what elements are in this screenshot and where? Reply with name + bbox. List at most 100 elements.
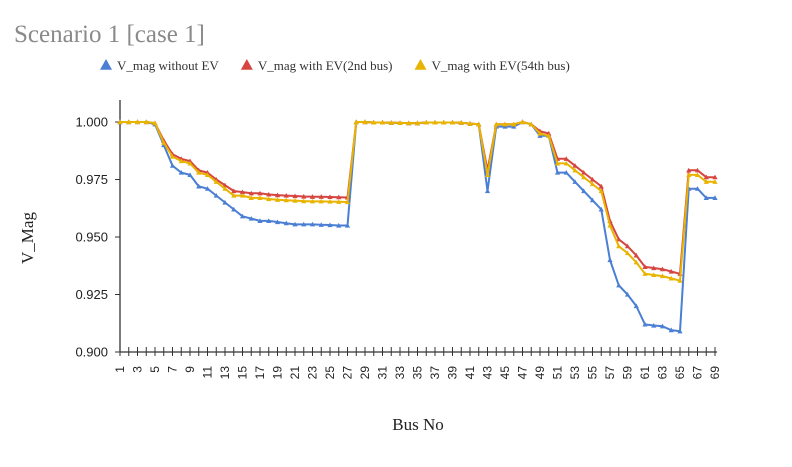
- data-point: [213, 179, 219, 184]
- data-point: [414, 120, 421, 126]
- data-point: [642, 264, 648, 269]
- data-point: [301, 221, 307, 227]
- legend-marker: [100, 59, 112, 70]
- x-tick-label: 3: [131, 366, 145, 373]
- series-line: [120, 121, 715, 282]
- data-point: [327, 222, 333, 228]
- data-point: [694, 167, 701, 173]
- x-tick-label: 31: [376, 366, 390, 380]
- data-point: [239, 213, 246, 219]
- x-tick-label: 41: [463, 366, 477, 380]
- data-point: [292, 198, 298, 203]
- data-point: [283, 193, 289, 198]
- data-point: [379, 119, 386, 125]
- data-point: [362, 119, 368, 125]
- data-point: [624, 291, 631, 297]
- data-point: [248, 195, 254, 200]
- legend-marker: [240, 59, 253, 70]
- data-point: [204, 186, 211, 191]
- data-point: [624, 243, 631, 249]
- data-point: [598, 188, 604, 194]
- legend-item: V_mag without EV: [100, 58, 219, 73]
- data-point: [572, 167, 578, 173]
- data-point: [169, 163, 176, 168]
- legend: V_mag without EV V_mag with EV(2nd bus) V_…: [100, 58, 570, 73]
- data-point: [318, 198, 324, 204]
- data-point: [169, 153, 176, 159]
- data-point: [301, 198, 307, 204]
- x-tick-label: 7: [166, 366, 180, 373]
- data-point: [633, 303, 639, 309]
- data-point: [616, 236, 622, 242]
- x-tick-label: 55: [586, 366, 600, 380]
- data-point: [117, 119, 123, 125]
- data-point: [581, 188, 587, 194]
- data-point: [344, 199, 351, 205]
- data-point: [598, 206, 604, 212]
- series-line: [120, 121, 715, 333]
- data-point: [668, 327, 674, 333]
- data-point: [152, 120, 158, 126]
- x-tick-label: 43: [481, 366, 495, 380]
- data-point: [336, 222, 342, 228]
- data-point: [651, 322, 657, 328]
- data-point: [458, 120, 464, 125]
- data-point: [554, 160, 561, 166]
- data-point: [563, 170, 569, 175]
- data-point: [222, 182, 228, 188]
- x-tick-label: 25: [323, 366, 337, 380]
- data-point: [677, 278, 683, 283]
- x-tick-label: 11: [201, 366, 215, 379]
- data-point: [607, 222, 613, 228]
- data-point: [493, 121, 499, 127]
- x-tick-label: 13: [218, 366, 232, 380]
- legend-label: V_mag with EV(54th bus): [432, 58, 570, 73]
- data-point: [686, 167, 692, 173]
- data-point: [423, 119, 429, 125]
- data-point: [712, 195, 718, 200]
- data-point: [266, 196, 272, 202]
- x-tick-label: 37: [428, 366, 442, 380]
- data-point: [712, 179, 718, 184]
- x-tick-label: 57: [603, 366, 617, 380]
- x-tick-label: 51: [551, 366, 565, 380]
- data-point: [554, 170, 561, 175]
- x-tick-label: 59: [621, 366, 635, 380]
- x-tick-label: 53: [568, 366, 582, 380]
- data-point: [528, 121, 534, 127]
- data-point: [178, 170, 184, 175]
- data-point: [196, 170, 202, 175]
- x-tick-label: 65: [673, 366, 687, 380]
- legend-marker: [414, 59, 427, 70]
- data-point: [318, 194, 324, 199]
- data-point: [196, 183, 202, 189]
- data-point: [257, 195, 263, 200]
- data-point: [432, 119, 438, 125]
- data-point: [327, 194, 333, 200]
- data-point: [703, 195, 709, 200]
- data-point: [642, 321, 648, 327]
- data-point: [143, 119, 149, 125]
- x-tick-label: 49: [533, 366, 547, 380]
- data-point: [222, 199, 228, 205]
- data-point: [406, 120, 412, 126]
- data-point: [318, 222, 324, 227]
- data-point: [274, 192, 281, 198]
- x-tick-label: 21: [288, 366, 302, 380]
- x-tick-label: 61: [638, 366, 652, 380]
- x-tick-label: 33: [393, 366, 407, 380]
- data-point: [187, 160, 193, 166]
- data-point: [449, 119, 456, 125]
- data-point: [161, 140, 167, 145]
- data-point: [511, 121, 517, 127]
- data-point: [476, 121, 482, 127]
- y-tick-label: 0.900: [75, 345, 108, 360]
- data-point: [581, 170, 587, 175]
- x-tick-label: 39: [446, 366, 460, 380]
- series-layer: [117, 119, 718, 334]
- data-point: [239, 193, 246, 198]
- data-point: [187, 172, 193, 177]
- data-point: [266, 218, 272, 223]
- x-tick-label: 69: [708, 366, 722, 380]
